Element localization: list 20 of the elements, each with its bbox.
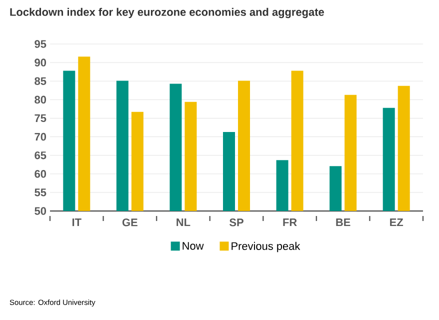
x-tick-label: BE [336,218,350,226]
legend-label: Now [182,242,204,250]
y-tick-label: 60 [34,170,46,178]
y-tick-label: 50 [34,207,46,215]
x-tick-label: IT [72,218,82,226]
y-tick-label: 75 [34,114,46,122]
x-tick-label: EZ [390,218,404,226]
y-tick-label: 95 [34,40,46,48]
y-tick-label: 70 [34,132,46,141]
y-tick-label: 85 [34,77,46,85]
legend-label: Previous peak [232,242,300,252]
y-tick-label: 55 [34,188,46,196]
x-tick-label: FR [283,218,297,226]
x-tick-label: GE [122,218,138,226]
x-tick-label: NL [176,218,190,226]
chart-title: Lockdown index for key eurozone economies and aggregate [10,8,324,18]
y-tick-label: 65 [34,151,46,160]
x-tick-label: SP [230,218,244,226]
y-tick-label: 80 [34,96,46,104]
y-tick-label: 90 [34,58,46,66]
